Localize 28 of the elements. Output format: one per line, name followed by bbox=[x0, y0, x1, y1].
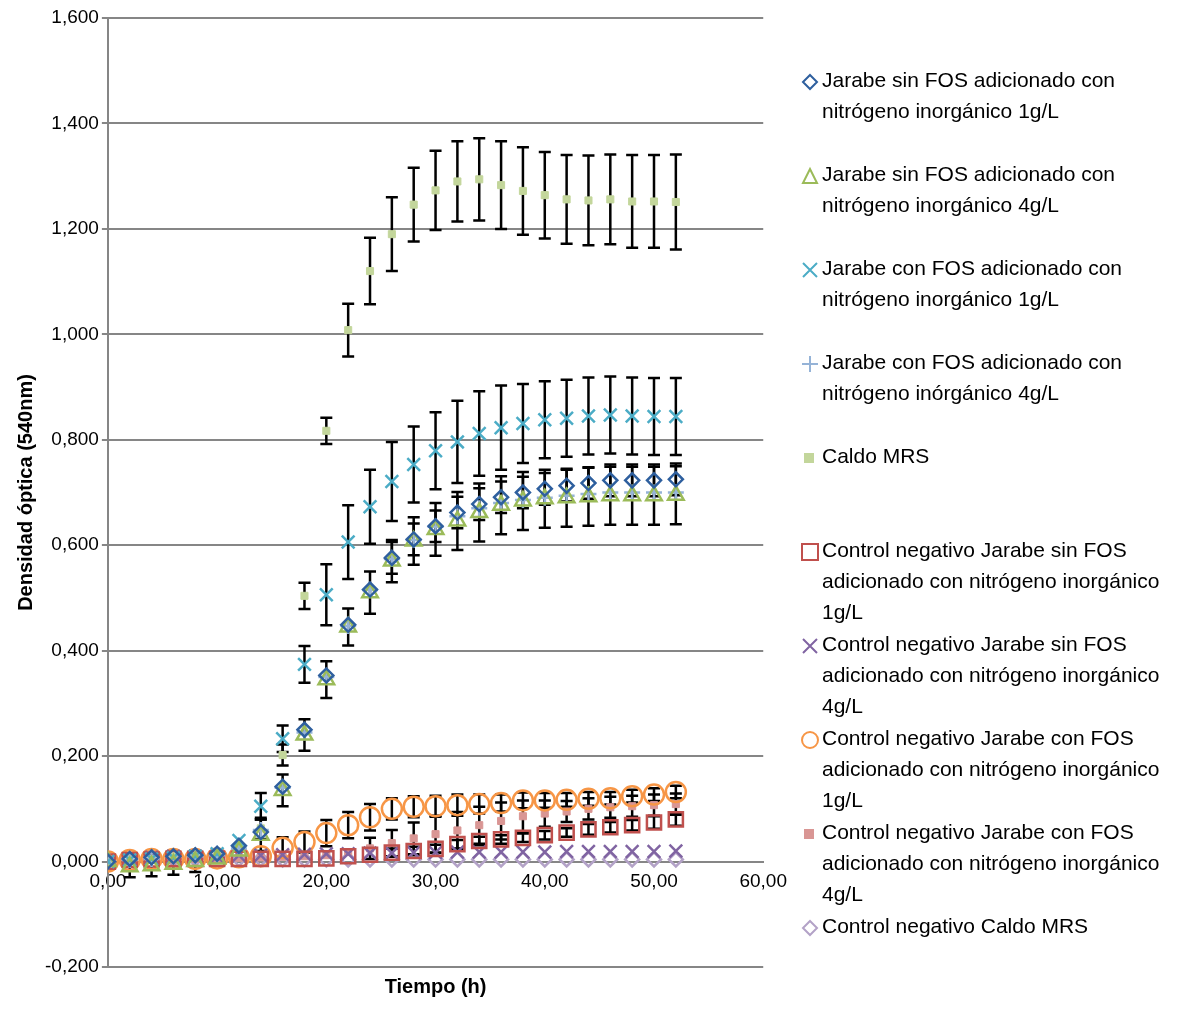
x-tick-label: 50,00 bbox=[630, 870, 678, 892]
legend-label: Control negativo Caldo MRS bbox=[822, 913, 1089, 939]
legend-label: Jarabe sin FOS adicionado con nitrógeno inorgánico 4g/L bbox=[822, 161, 1116, 218]
legend-label: Jarabe con FOS adicionado con nitrógeno inorgánico 1g/L bbox=[822, 255, 1124, 312]
legend-label: Jarabe con FOS adicionado con nitrógeno inórgánico 4g/L bbox=[822, 349, 1124, 406]
legend-label: Jarabe sin FOS adicionado con nitrógeno inorgánico 1g/L bbox=[822, 67, 1116, 124]
legend-label: Control negativo Jarabe sin FOS adicionado con nitrógeno inorgánico 4g/L bbox=[822, 631, 1161, 719]
y-tick-label: 0,200 bbox=[51, 744, 99, 766]
y-tick-label: 0,800 bbox=[51, 428, 99, 450]
legend-label: Control negativo Jarabe sin FOS adicionado con nitrógeno inorgánico 1g/L bbox=[822, 537, 1161, 625]
x-tick-label: 20,00 bbox=[302, 870, 351, 892]
y-tick-label: 0,000 bbox=[51, 849, 99, 871]
x-tick-label: 60,00 bbox=[739, 870, 787, 892]
y-tick-label: 0,400 bbox=[51, 638, 99, 660]
legend-label: Control negativo Jarabe con FOS adicionado con nitrógeno inorgánico 1g/L bbox=[822, 725, 1161, 813]
x-tick-label: 30,00 bbox=[411, 870, 460, 892]
y-axis-title: Densidad óptica (540nm) bbox=[13, 374, 36, 611]
legend-label: Caldo MRS bbox=[822, 443, 930, 469]
x-tick-label: 10,00 bbox=[193, 870, 241, 892]
y-tick-label: 1,200 bbox=[51, 217, 99, 239]
y-tick-label: 1,400 bbox=[51, 111, 99, 133]
y-tick-label: -0,200 bbox=[45, 955, 99, 977]
legend-label: Control negativo Jarabe con FOS adicionado con nitrógeno inorgánico 4g/L bbox=[822, 819, 1161, 907]
y-tick-label: 1,000 bbox=[51, 322, 99, 344]
x-tick-label: 40,00 bbox=[521, 870, 569, 892]
y-tick-label: 1,600 bbox=[51, 6, 99, 28]
x-axis-title: Tiempo (h) bbox=[384, 974, 487, 997]
y-tick-label: 0,600 bbox=[51, 533, 99, 555]
